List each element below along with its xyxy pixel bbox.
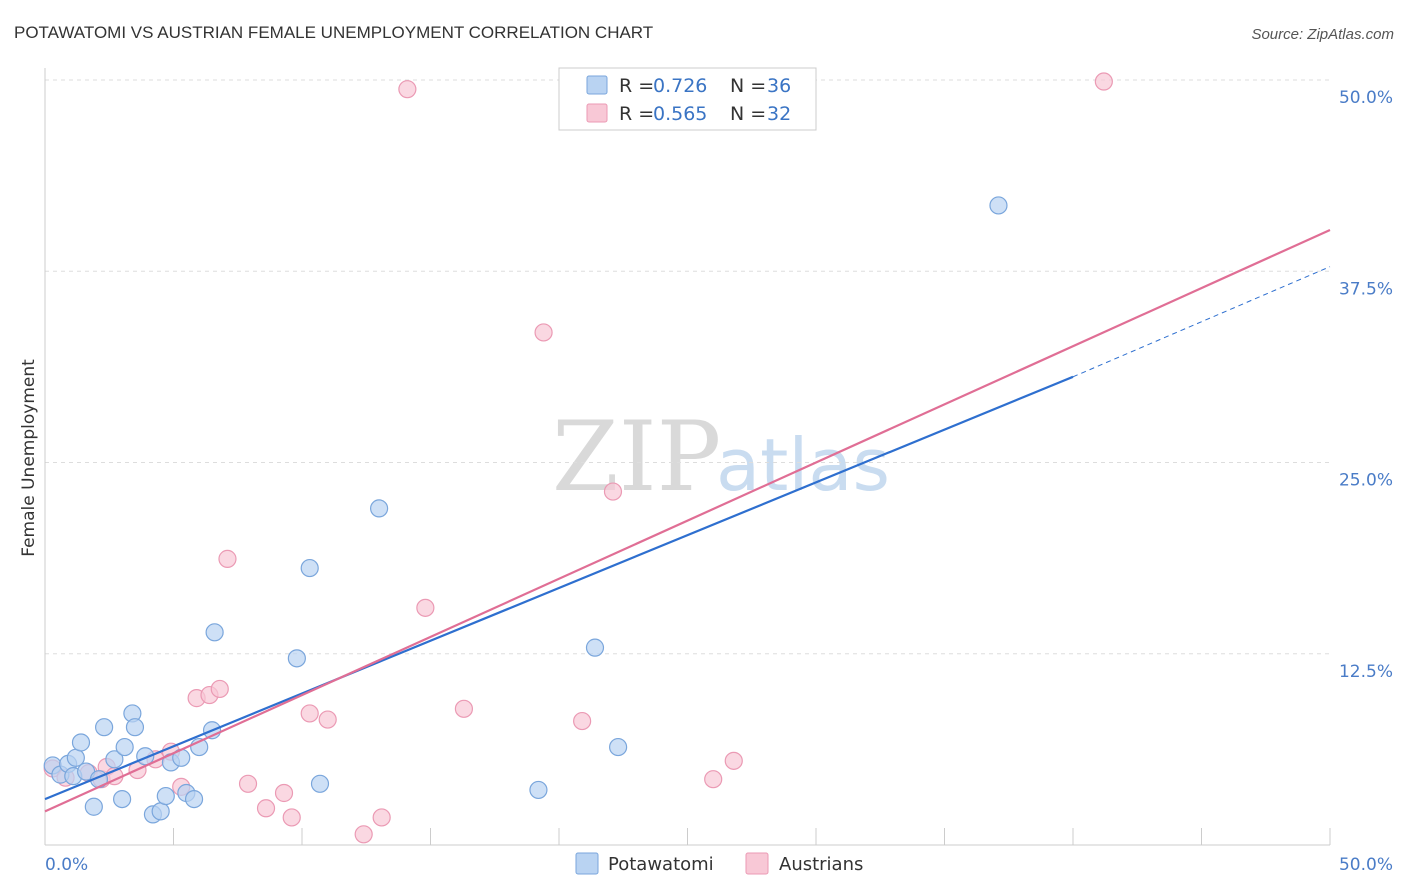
axes xyxy=(44,68,1331,846)
potawatomi-point xyxy=(125,718,145,737)
bottom-legend-label-austrians: Austrians xyxy=(779,854,863,875)
watermark: ZIP atlas xyxy=(552,401,890,513)
austrians-point xyxy=(573,711,592,731)
austrians-point xyxy=(398,80,417,99)
x-tick-label-start: 0.0% xyxy=(45,855,88,875)
x-tick-label-end: 50.0% xyxy=(1339,855,1393,875)
watermark-atlas: atlas xyxy=(716,423,890,507)
potawatomi-point xyxy=(156,786,175,806)
y-tick-label: 25.0% xyxy=(1339,471,1393,491)
potawatomi-point xyxy=(609,737,628,757)
y-tick-labels: 12.5% 25.0% 37.5% 50.0% xyxy=(1339,88,1393,682)
austrians-point xyxy=(416,598,435,617)
potawatomi-point xyxy=(370,499,389,518)
legend-box: R = 0.726 N = 36 R = 0.565 N = 32 xyxy=(558,67,817,131)
potawatomi-points xyxy=(43,196,1008,824)
potawatomi-point xyxy=(84,797,103,816)
legend-r-label: R = xyxy=(619,75,654,97)
y-tick-label: 50.0% xyxy=(1339,88,1393,108)
legend-r-label: R = xyxy=(619,103,654,125)
potawatomi-point xyxy=(71,733,91,752)
legend-swatch-potawatomi xyxy=(586,75,608,95)
grid-lines xyxy=(45,79,1330,655)
legend-r-value: 0.726 xyxy=(653,75,707,97)
austrians-point xyxy=(534,323,553,342)
austrians-point xyxy=(210,679,229,699)
austrians-point xyxy=(1094,72,1113,91)
legend-n-label: N = xyxy=(730,103,766,125)
bottom-legend: Potawatomi Austrians xyxy=(575,852,863,875)
legend-r-value: 0.565 xyxy=(653,103,707,125)
potawatomi-point xyxy=(115,737,134,757)
chart-source: Source: ZipAtlas.com xyxy=(1251,26,1394,43)
austrians-point xyxy=(704,770,723,789)
y-axis-label: Female Unemployment xyxy=(19,359,39,557)
legend-n-label: N = xyxy=(730,75,766,97)
austrians-point xyxy=(282,808,301,827)
y-tick-label: 37.5% xyxy=(1339,279,1393,299)
austrians-point xyxy=(603,482,623,501)
potawatomi-point xyxy=(112,789,132,809)
legend-swatch-austrians xyxy=(586,103,608,123)
potawatomi-point xyxy=(205,623,224,642)
watermark-zip: ZIP xyxy=(552,401,721,513)
potawatomi-point xyxy=(287,649,306,668)
austrians-point xyxy=(256,799,276,818)
legend-n-value: 36 xyxy=(767,75,791,97)
bottom-legend-label-potawatomi: Potawatomi xyxy=(608,854,714,875)
potawatomi-point xyxy=(300,558,319,578)
potawatomi-point xyxy=(310,774,330,793)
austrians-point xyxy=(218,549,237,568)
austrians-point xyxy=(372,808,391,827)
austrians-point xyxy=(238,774,258,793)
potawatomi-point xyxy=(184,789,204,809)
chart-title: POTAWATOMI VS AUSTRIAN FEMALE UNEMPLOYME… xyxy=(14,23,653,42)
legend-n-value: 32 xyxy=(767,103,791,125)
potawatomi-point xyxy=(95,718,114,737)
potawatomi-point xyxy=(151,802,170,821)
austrians-point xyxy=(274,783,294,803)
potawatomi-trend-line xyxy=(44,375,1074,801)
y-tick-label: 12.5% xyxy=(1339,662,1393,682)
potawatomi-point xyxy=(105,750,124,769)
austrians-point xyxy=(318,710,337,729)
trend-lines xyxy=(44,228,1331,813)
austrians-point xyxy=(454,699,474,718)
potawatomi-point xyxy=(529,780,548,800)
potawatomi-point xyxy=(989,196,1008,215)
potawatomi-point xyxy=(585,638,605,657)
austrians-trend-line xyxy=(44,228,1331,813)
austrians-point xyxy=(354,825,373,844)
potawatomi-trend-extension xyxy=(1072,266,1331,378)
austrians-point xyxy=(724,751,743,770)
bottom-legend-swatch-austrians xyxy=(745,852,769,875)
bottom-legend-swatch-potawatomi xyxy=(575,852,599,875)
austrians-point xyxy=(300,704,319,723)
x-tick-labels: 0.0% 50.0% xyxy=(45,855,1393,875)
